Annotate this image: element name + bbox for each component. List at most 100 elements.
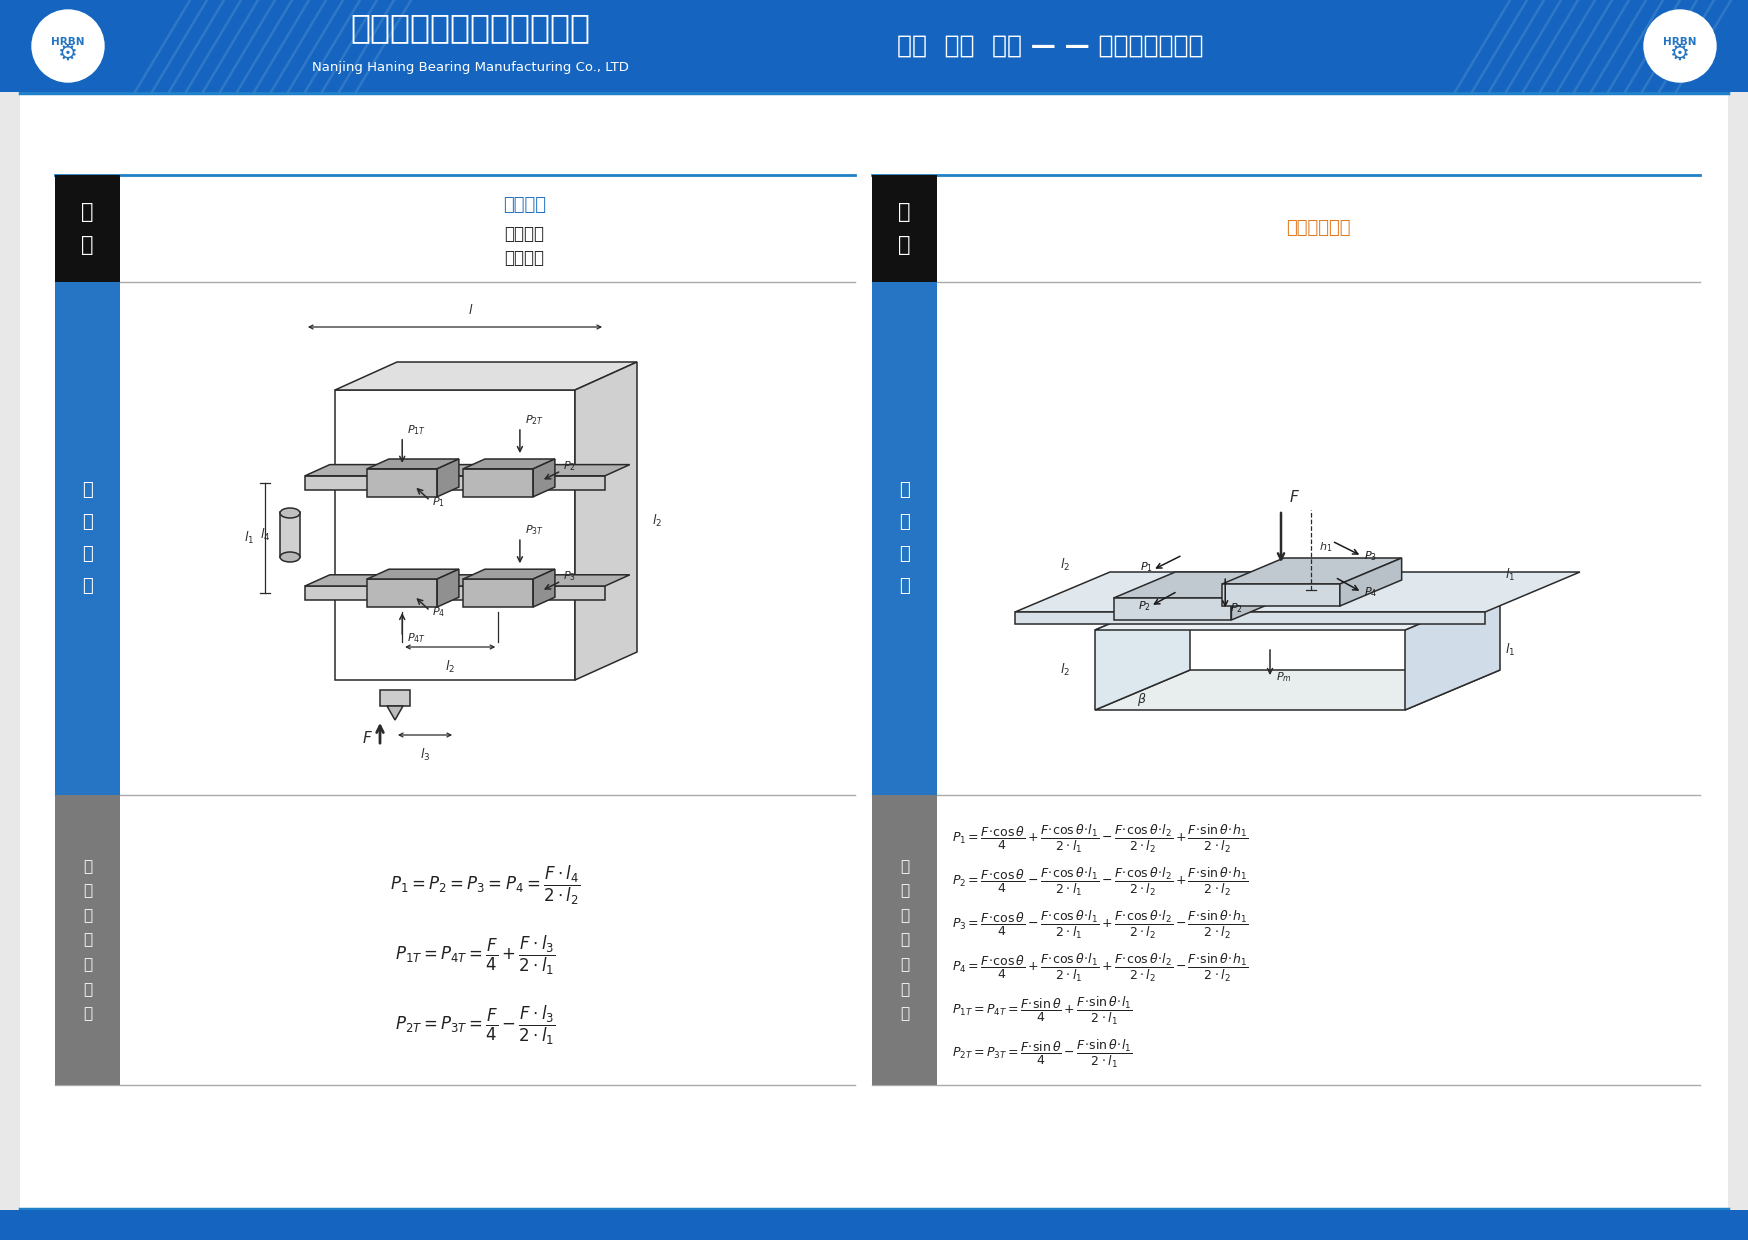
Polygon shape — [304, 587, 605, 600]
Text: $P_2$: $P_2$ — [1231, 601, 1243, 615]
Polygon shape — [367, 579, 437, 608]
Polygon shape — [1175, 595, 1218, 606]
Text: 哈宁轴承: 哈宁轴承 — [56, 73, 80, 83]
Polygon shape — [1222, 558, 1402, 584]
Text: $P_3$: $P_3$ — [1363, 549, 1377, 563]
Text: $l_1$: $l_1$ — [245, 529, 253, 546]
Text: $P_2$: $P_2$ — [1138, 599, 1152, 613]
Polygon shape — [463, 579, 533, 608]
Bar — [872, 281, 937, 795]
Text: $P_1=P_2=P_3=P_4=\dfrac{F \cdot l_4}{2 \cdot l_2}$: $P_1=P_2=P_3=P_4=\dfrac{F \cdot l_4}{2 \… — [390, 863, 580, 906]
Text: $P_{2T}=P_{3T}=\dfrac{F\!\cdot\!\sin\theta}{4}-\dfrac{F\!\cdot\!\sin\theta\!\cdo: $P_{2T}=P_{3T}=\dfrac{F\!\cdot\!\sin\the… — [953, 1038, 1133, 1070]
Polygon shape — [1297, 579, 1342, 590]
Text: ⚙: ⚙ — [58, 43, 79, 64]
Text: $l_1$: $l_1$ — [1505, 567, 1516, 583]
Text: $P_1$: $P_1$ — [432, 495, 446, 508]
Polygon shape — [367, 459, 460, 469]
Text: 侧面倾斜使用: 侧面倾斜使用 — [1287, 219, 1351, 238]
Bar — [54, 175, 121, 281]
Text: $l$: $l$ — [468, 303, 474, 317]
Text: $P_{1T}=P_{4T}=\dfrac{F\!\cdot\!\sin\theta}{4}+\dfrac{F\!\cdot\!\sin\theta\!\cdo: $P_{1T}=P_{4T}=\dfrac{F\!\cdot\!\sin\the… — [953, 994, 1133, 1027]
Circle shape — [1645, 10, 1717, 82]
Text: $P_3=\dfrac{F\!\cdot\!\cos\theta}{4}-\dfrac{F\!\cdot\!\cos\theta\!\cdot\!l_1}{2\: $P_3=\dfrac{F\!\cdot\!\cos\theta}{4}-\df… — [953, 909, 1248, 941]
Text: 或静止时: 或静止时 — [503, 249, 544, 268]
Text: $h_1$: $h_1$ — [1320, 539, 1332, 554]
Bar — [872, 175, 937, 281]
Text: $P_m$: $P_m$ — [1276, 670, 1292, 683]
Text: $P_1=\dfrac{F\!\cdot\!\cos\theta}{4}+\dfrac{F\!\cdot\!\cos\theta\!\cdot\!l_1}{2\: $P_1=\dfrac{F\!\cdot\!\cos\theta}{4}+\df… — [953, 823, 1248, 856]
Polygon shape — [336, 391, 575, 680]
Polygon shape — [1222, 584, 1341, 606]
Bar — [0, 0, 1748, 92]
Text: $P_{1T}$: $P_{1T}$ — [407, 423, 427, 436]
Polygon shape — [533, 459, 554, 497]
Text: $P_1$: $P_1$ — [1140, 560, 1154, 574]
Text: $P_3$: $P_3$ — [563, 569, 577, 583]
Polygon shape — [463, 569, 554, 579]
Text: $P_4$: $P_4$ — [1363, 585, 1377, 599]
Text: 型
式: 型 式 — [898, 202, 911, 255]
Polygon shape — [533, 569, 554, 608]
Text: $l_1$: $l_1$ — [1505, 642, 1516, 658]
Polygon shape — [367, 469, 437, 497]
Text: 滑
块
负
荷
计
算
式: 滑 块 负 荷 计 算 式 — [82, 858, 93, 1022]
Polygon shape — [463, 469, 533, 497]
Bar — [54, 281, 121, 795]
Text: $\beta$: $\beta$ — [1136, 692, 1147, 708]
Text: 壁挂使用: 壁挂使用 — [503, 196, 545, 215]
Text: 诚信  创新  担当 — — 世界因我们而动: 诚信 创新 担当 — — 世界因我们而动 — [897, 33, 1203, 58]
Polygon shape — [304, 465, 629, 476]
Text: 哈宁轴承: 哈宁轴承 — [1668, 73, 1692, 83]
Polygon shape — [1016, 572, 1580, 613]
Bar — [872, 795, 937, 1085]
Polygon shape — [1094, 670, 1500, 711]
Polygon shape — [1297, 590, 1314, 603]
Polygon shape — [304, 575, 629, 587]
Text: HRBNBEARINGS: HRBNBEARINGS — [1655, 84, 1704, 89]
Text: $P_2=\dfrac{F\!\cdot\!\cos\theta}{4}-\dfrac{F\!\cdot\!\cos\theta\!\cdot\!l_1}{2\: $P_2=\dfrac{F\!\cdot\!\cos\theta}{4}-\df… — [953, 866, 1248, 898]
Polygon shape — [463, 459, 554, 469]
Bar — [0, 1210, 1748, 1240]
Ellipse shape — [280, 552, 301, 562]
Text: 型
式: 型 式 — [80, 202, 94, 255]
Text: HRBN: HRBN — [1664, 37, 1697, 47]
Polygon shape — [367, 569, 460, 579]
Text: 等速运动: 等速运动 — [503, 224, 544, 243]
Polygon shape — [437, 459, 460, 497]
Polygon shape — [304, 476, 605, 490]
Text: $F$: $F$ — [362, 730, 372, 746]
Text: $P_{4T}$: $P_{4T}$ — [407, 631, 427, 645]
Text: 使
用
配
置: 使 用 配 置 — [898, 481, 911, 595]
Polygon shape — [1113, 572, 1294, 598]
Text: $P_{1T}=P_{4T}=\dfrac{F}{4}+\dfrac{F \cdot l_3}{2 \cdot l_1}$: $P_{1T}=P_{4T}=\dfrac{F}{4}+\dfrac{F \cd… — [395, 934, 556, 977]
Text: $l_2$: $l_2$ — [652, 513, 662, 529]
Text: $P_{3T}$: $P_{3T}$ — [524, 523, 544, 537]
Text: $l_2$: $l_2$ — [1059, 662, 1070, 678]
Polygon shape — [1094, 590, 1190, 711]
Text: $P_2$: $P_2$ — [563, 459, 577, 472]
Bar — [280, 512, 301, 557]
Polygon shape — [1405, 590, 1500, 711]
Polygon shape — [1016, 613, 1486, 624]
Text: HRBN: HRBN — [51, 37, 84, 47]
Polygon shape — [1175, 606, 1190, 619]
Text: 使
用
配
置: 使 用 配 置 — [82, 481, 93, 595]
Text: HRBNBEARINGS: HRBNBEARINGS — [44, 84, 93, 89]
Polygon shape — [336, 362, 636, 391]
Text: $F$: $F$ — [1288, 489, 1301, 505]
Polygon shape — [1231, 572, 1294, 620]
Text: 滑
块
负
荷
计
算
式: 滑 块 负 荷 计 算 式 — [900, 858, 909, 1022]
Bar — [379, 689, 411, 706]
Text: 南京哈宁轴承制造有限公司: 南京哈宁轴承制造有限公司 — [350, 11, 591, 45]
Text: ⚙: ⚙ — [1669, 43, 1690, 64]
Polygon shape — [1113, 598, 1231, 620]
Text: $P_{2T}$: $P_{2T}$ — [524, 413, 544, 427]
Bar — [54, 795, 121, 1085]
Polygon shape — [437, 569, 460, 608]
Text: $P_{2T}=P_{3T}=\dfrac{F}{4}-\dfrac{F \cdot l_3}{2 \cdot l_1}$: $P_{2T}=P_{3T}=\dfrac{F}{4}-\dfrac{F \cd… — [395, 1003, 556, 1047]
Text: $l_2$: $l_2$ — [446, 658, 454, 675]
Text: $l_3$: $l_3$ — [420, 746, 430, 763]
Polygon shape — [386, 706, 404, 720]
Text: $P_4$: $P_4$ — [432, 605, 446, 619]
Ellipse shape — [280, 508, 301, 518]
